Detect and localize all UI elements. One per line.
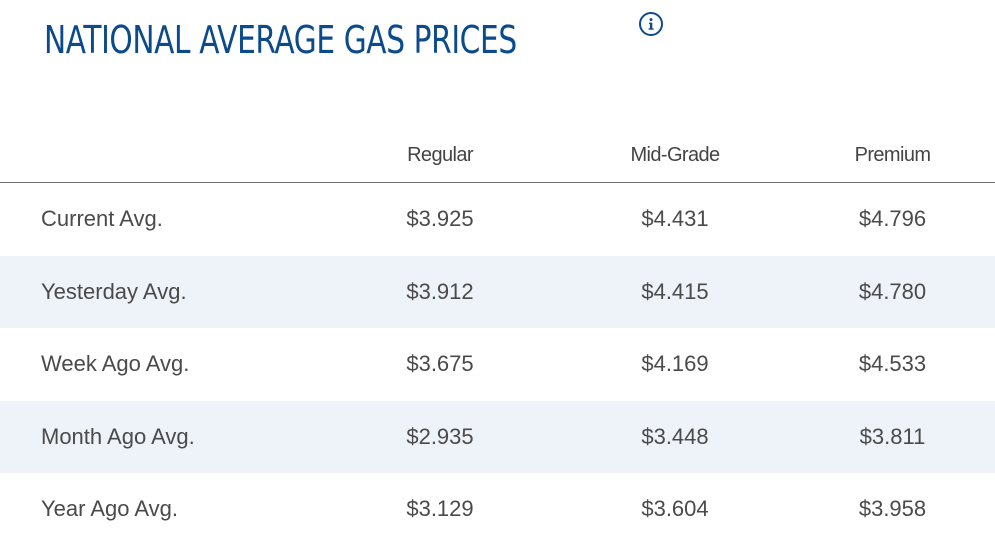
page-header: NATIONAL AVERAGE GAS PRICES xyxy=(44,10,663,70)
price-premium: $4.780 xyxy=(790,255,995,328)
price-regular: $3.675 xyxy=(406,351,474,377)
gas-prices-table: Regular Mid-Grade Premium Current Avg. $… xyxy=(0,128,995,546)
table-row: Yesterday Avg. $3.912 $4.415 $4.780 xyxy=(0,255,995,328)
price-mid-grade: $4.431 xyxy=(641,206,709,232)
row-label: Year Ago Avg. xyxy=(41,496,179,522)
table-row: Year Ago Avg. $3.129 $3.604 $3.958 xyxy=(0,473,995,546)
column-header-label xyxy=(0,128,320,183)
price-mid-grade: $4.169 xyxy=(641,351,709,377)
row-label: Month Ago Avg. xyxy=(0,400,320,473)
price-regular: $3.129 xyxy=(406,496,474,522)
table-row: Week Ago Avg. $3.675 $4.169 $4.533 xyxy=(0,328,995,401)
price-premium: $3.811 xyxy=(790,400,995,473)
price-premium: $4.796 xyxy=(858,206,927,232)
price-premium: $3.958 xyxy=(858,496,927,522)
row-label: Week Ago Avg. xyxy=(41,351,190,377)
info-icon[interactable] xyxy=(639,12,663,36)
price-mid-grade: $4.415 xyxy=(560,255,790,328)
row-label: Current Avg. xyxy=(41,206,163,232)
page-title: NATIONAL AVERAGE GAS PRICES xyxy=(44,18,517,62)
price-premium: $4.533 xyxy=(858,351,927,377)
table-header-row: Regular Mid-Grade Premium xyxy=(0,128,995,183)
row-label: Yesterday Avg. xyxy=(0,255,320,328)
table-row: Month Ago Avg. $2.935 $3.448 $3.811 xyxy=(0,400,995,473)
price-mid-grade: $3.448 xyxy=(560,400,790,473)
column-header-mid-grade: Mid-Grade xyxy=(560,128,790,183)
price-regular: $3.925 xyxy=(406,206,474,232)
table-row: Current Avg. $3.925 $4.431 $4.796 xyxy=(0,183,995,256)
price-regular: $2.935 xyxy=(320,400,560,473)
column-header-regular: Regular xyxy=(320,128,560,183)
price-mid-grade: $3.604 xyxy=(641,496,709,522)
column-header-premium: Premium xyxy=(790,128,995,183)
price-regular: $3.912 xyxy=(320,255,560,328)
